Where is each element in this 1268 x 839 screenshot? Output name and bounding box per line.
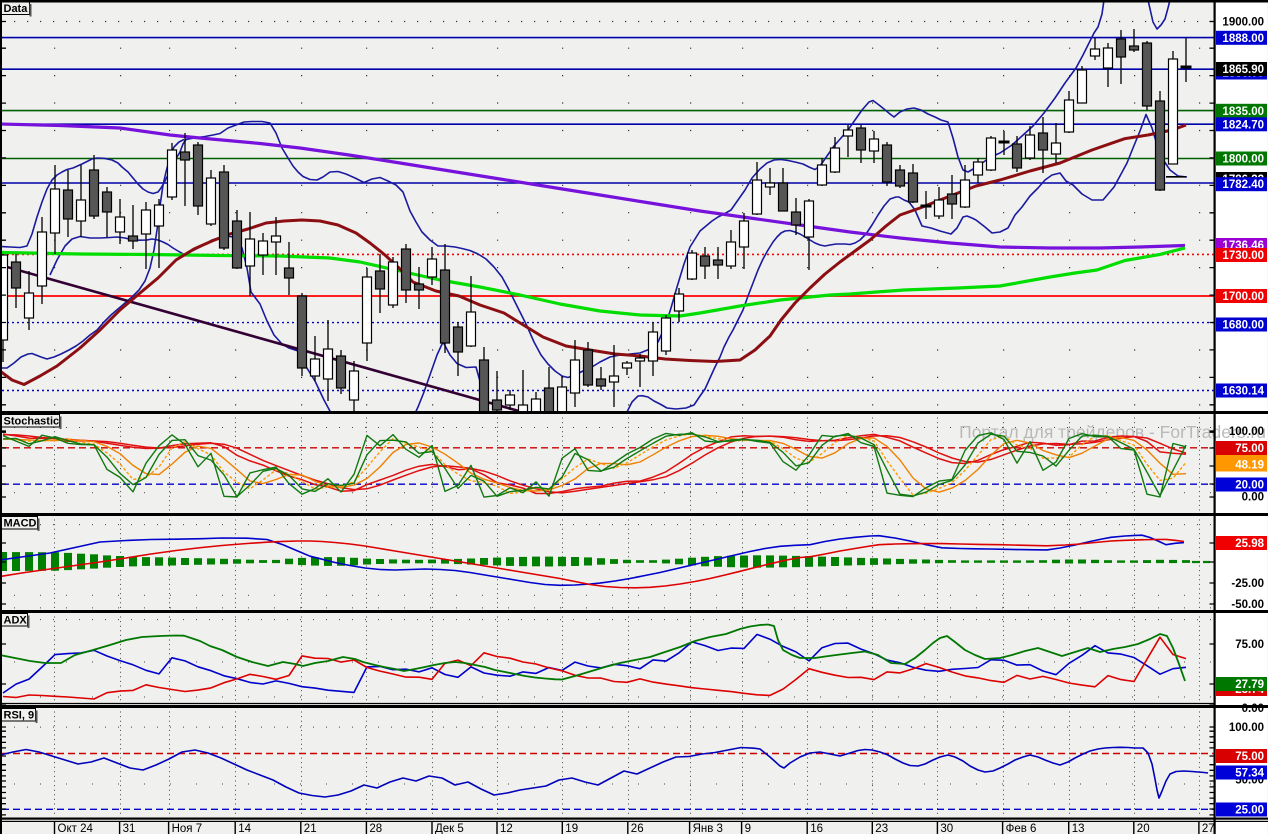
svg-text:75.00: 75.00 [1235, 443, 1264, 455]
svg-text:Data: Data [4, 3, 29, 15]
svg-text:1824.70: 1824.70 [1222, 119, 1264, 131]
svg-text:1800.00: 1800.00 [1222, 154, 1264, 166]
svg-text:Ноя 7: Ноя 7 [172, 823, 203, 834]
svg-text:1835.00: 1835.00 [1222, 106, 1264, 118]
svg-text:Окт 24: Окт 24 [58, 823, 94, 834]
svg-text:-25.00: -25.00 [1231, 578, 1264, 590]
svg-text:28: 28 [369, 823, 382, 834]
svg-text:27.79: 27.79 [1235, 679, 1264, 691]
svg-text:1782.40: 1782.40 [1222, 179, 1264, 191]
svg-text:1700.00: 1700.00 [1222, 291, 1264, 303]
svg-text:-50.00: -50.00 [1231, 599, 1264, 611]
svg-text:12: 12 [500, 823, 513, 834]
svg-text:25.00: 25.00 [1235, 805, 1264, 817]
svg-text:57.34: 57.34 [1235, 768, 1264, 780]
svg-text:30: 30 [940, 823, 953, 834]
svg-text:100.00: 100.00 [1229, 722, 1264, 734]
svg-text:9: 9 [745, 823, 751, 834]
svg-text:1730.00: 1730.00 [1222, 250, 1264, 262]
svg-text:Дек 5: Дек 5 [435, 823, 464, 834]
svg-text:1888.00: 1888.00 [1222, 33, 1264, 45]
svg-text:75.00: 75.00 [1235, 751, 1264, 763]
svg-text:26: 26 [631, 823, 644, 834]
svg-text:ADX: ADX [4, 615, 28, 627]
svg-text:MACD: MACD [4, 518, 37, 530]
svg-text:75.00: 75.00 [1235, 639, 1264, 651]
svg-text:0.00: 0.00 [1242, 492, 1264, 504]
svg-text:100.00: 100.00 [1229, 426, 1264, 438]
svg-text:RSI, 9: RSI, 9 [4, 710, 35, 722]
svg-text:20: 20 [1137, 823, 1150, 834]
svg-text:27: 27 [1202, 823, 1215, 834]
svg-text:20.00: 20.00 [1235, 480, 1264, 492]
svg-text:13: 13 [1072, 823, 1085, 834]
svg-text:14: 14 [238, 823, 251, 834]
svg-text:16: 16 [810, 823, 823, 834]
svg-text:21: 21 [304, 823, 317, 834]
svg-text:0.00: 0.00 [1242, 703, 1264, 715]
svg-text:31: 31 [123, 823, 136, 834]
svg-text:Янв 3: Янв 3 [693, 823, 723, 834]
svg-text:19: 19 [565, 823, 578, 834]
svg-text:Портал для трейдеров - ForTrad: Портал для трейдеров - ForTraders.ru [959, 422, 1266, 442]
svg-text:23: 23 [875, 823, 888, 834]
svg-text:1865.90: 1865.90 [1222, 64, 1264, 76]
svg-text:25.98: 25.98 [1235, 538, 1264, 550]
svg-text:1680.00: 1680.00 [1222, 320, 1264, 332]
svg-text:48.19: 48.19 [1235, 460, 1264, 472]
svg-text:1900.00: 1900.00 [1222, 17, 1264, 29]
svg-text:Фев 6: Фев 6 [1006, 823, 1037, 834]
svg-text:Stochastic: Stochastic [4, 416, 60, 428]
svg-text:1630.14: 1630.14 [1222, 386, 1264, 398]
